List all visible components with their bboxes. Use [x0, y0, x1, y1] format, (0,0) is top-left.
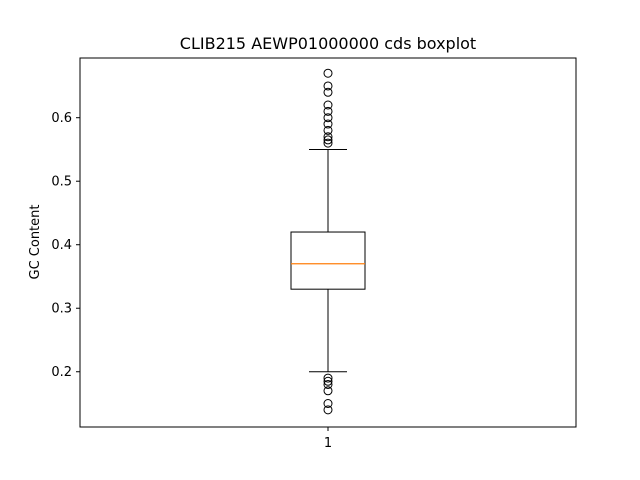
- y-tick-label: 0.6: [51, 111, 72, 126]
- outlier-point: [323, 100, 333, 110]
- y-tick-label: 0.4: [51, 238, 72, 253]
- y-tick-label: 0.5: [51, 175, 72, 190]
- axes: 0.2 0.3 0.4 0.5 0.6 1: [51, 111, 332, 451]
- outlier-point: [323, 379, 333, 389]
- outlier-point: [323, 386, 333, 396]
- outlier-point: [323, 119, 333, 129]
- outlier-point: [323, 138, 333, 148]
- outlier-point: [323, 87, 333, 97]
- y-tick-label: 0.2: [51, 365, 72, 380]
- outlier-point: [323, 113, 333, 123]
- outlier-point: [323, 373, 333, 383]
- iqr-box: [290, 231, 366, 290]
- outlier-point: [323, 132, 333, 142]
- outlier-point: [323, 106, 333, 116]
- outlier-point: [323, 399, 333, 409]
- outlier-point: [323, 81, 333, 91]
- chart-title: CLIB215 AEWP01000000 cds boxplot: [180, 34, 476, 53]
- x-tick-label: 1: [324, 436, 332, 451]
- outlier-point: [323, 125, 333, 135]
- outlier-point: [323, 135, 333, 145]
- plot-marks: [290, 68, 366, 415]
- y-axis-label: GC Content: [28, 205, 43, 280]
- y-tick-label: 0.3: [51, 302, 72, 317]
- outlier-point: [323, 376, 333, 386]
- outlier-point: [323, 68, 333, 78]
- outlier-point: [323, 405, 333, 415]
